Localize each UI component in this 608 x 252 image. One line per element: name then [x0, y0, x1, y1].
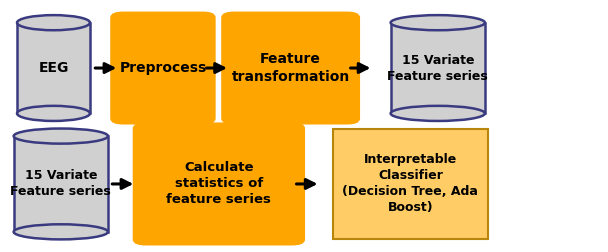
FancyBboxPatch shape	[134, 123, 304, 244]
FancyBboxPatch shape	[222, 13, 359, 123]
Bar	[14, 136, 108, 232]
Ellipse shape	[17, 106, 90, 121]
Ellipse shape	[390, 15, 485, 30]
FancyBboxPatch shape	[111, 13, 215, 123]
Ellipse shape	[390, 106, 485, 121]
Text: 15 Variate
Feature series: 15 Variate Feature series	[10, 169, 111, 199]
Text: Interpretable
Classifier
(Decision Tree, Ada
Boost): Interpretable Classifier (Decision Tree,…	[342, 153, 478, 214]
Ellipse shape	[14, 129, 108, 144]
Ellipse shape	[17, 15, 90, 30]
Text: Preprocess: Preprocess	[119, 61, 207, 75]
Text: Calculate
statistics of
feature series: Calculate statistics of feature series	[167, 162, 271, 206]
Bar	[333, 129, 488, 239]
Text: Feature
transformation: Feature transformation	[232, 52, 350, 84]
Text: EEG: EEG	[38, 61, 69, 75]
Text: 15 Variate
Feature series: 15 Variate Feature series	[387, 53, 488, 83]
Bar	[390, 23, 485, 113]
Bar	[17, 23, 90, 113]
Ellipse shape	[14, 224, 108, 239]
